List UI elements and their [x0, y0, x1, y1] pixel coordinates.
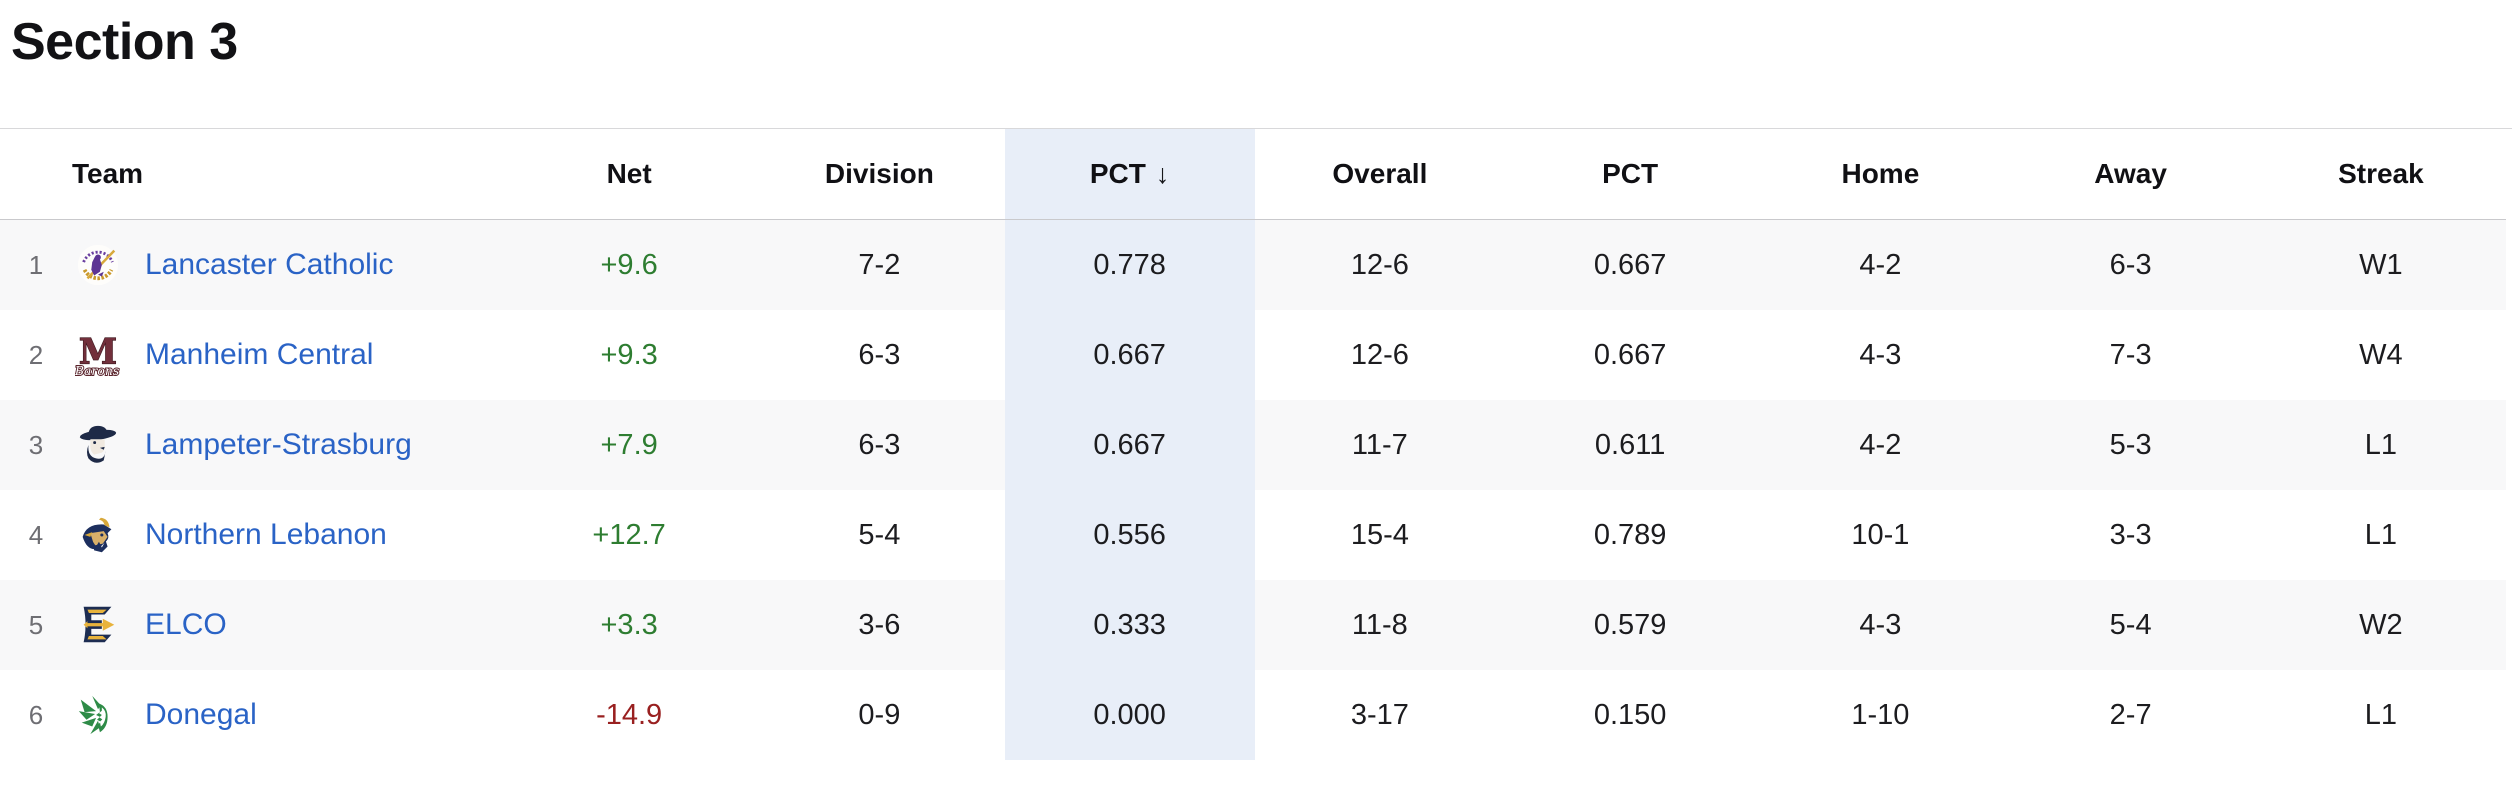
overall-pct: 0.579	[1593, 608, 1667, 641]
overall-record: 12-6	[1350, 338, 1409, 371]
column-header-streak[interactable]: Streak	[2338, 158, 2424, 189]
division-pct: 0.667	[1004, 400, 1255, 490]
lampeter-strasburg-logo	[75, 422, 121, 468]
home-record: 4-3	[1859, 608, 1902, 641]
division-record: 6-3	[858, 428, 901, 461]
away-record: 5-3	[2109, 428, 2152, 461]
column-header-net[interactable]: Net	[606, 158, 652, 189]
team-cell: 1 Lancaster Catholic	[0, 220, 504, 310]
team-link[interactable]: Donegal	[145, 698, 257, 731]
table-row: 6 Donegal -1	[0, 670, 2506, 760]
northern-lebanon-logo	[75, 512, 121, 558]
team-link[interactable]: Manheim Central	[145, 338, 374, 371]
home-record: 4-2	[1859, 428, 1902, 461]
donegal-logo	[75, 692, 121, 738]
away-record: 3-3	[2109, 518, 2152, 551]
net-value: +9.3	[600, 338, 658, 371]
home-record: 4-2	[1859, 248, 1902, 281]
overall-pct: 0.611	[1594, 428, 1666, 461]
table-row: 1 Lancaster Catholic +9.6 7-2 0.778	[0, 220, 2506, 310]
net-value: +7.9	[600, 428, 658, 461]
division-pct: 0.778	[1004, 220, 1255, 310]
home-record: 10-1	[1851, 518, 1910, 551]
overall-pct: 0.667	[1593, 248, 1667, 281]
division-record: 7-2	[858, 248, 901, 281]
rank-number: 3	[28, 429, 44, 460]
rank-number: 2	[28, 339, 44, 370]
streak-value: W4	[2359, 338, 2403, 371]
svg-text:M: M	[79, 333, 117, 373]
away-record: 6-3	[2109, 248, 2152, 281]
table-row: 4 Northern Lebanon +12.7 5-4 0.556 15-4	[0, 490, 2506, 580]
division-record: 3-6	[858, 608, 901, 641]
column-header-away[interactable]: Away	[2094, 158, 2167, 189]
overall-record: 15-4	[1350, 518, 1409, 551]
net-value: +12.7	[592, 518, 666, 551]
team-cell: 5 ELCO	[0, 580, 504, 670]
streak-value: L1	[2364, 518, 2397, 551]
column-header-overall-pct[interactable]: PCT	[1602, 158, 1659, 189]
table-row: 5 ELCO +3.3 3-6 0.333 11-8 0.579	[0, 580, 2506, 670]
overall-pct: 0.150	[1593, 698, 1667, 731]
svg-text:Barons: Barons	[75, 363, 119, 378]
rank-number: 5	[28, 609, 44, 640]
overall-record: 3-17	[1350, 698, 1409, 731]
home-record: 1-10	[1851, 698, 1910, 731]
overall-record: 12-6	[1350, 248, 1409, 281]
team-link[interactable]: Lampeter-Strasburg	[145, 428, 412, 461]
column-header-pct-label: PCT	[1089, 158, 1146, 189]
streak-value: L1	[2364, 698, 2397, 731]
net-value: +3.3	[600, 608, 658, 641]
manheim-central-logo: M Barons	[75, 332, 121, 378]
sort-descending-arrow-icon: ↓	[1155, 158, 1170, 189]
division-record: 5-4	[858, 518, 901, 551]
column-header-home[interactable]: Home	[1841, 158, 1920, 189]
division-record: 6-3	[858, 338, 901, 371]
team-link[interactable]: Lancaster Catholic	[145, 248, 394, 281]
division-pct: 0.000	[1004, 670, 1255, 760]
elco-logo	[75, 602, 121, 648]
table-header-row: Team Net Division PCT ↓ Overall PCT Home…	[0, 129, 2506, 220]
division-pct: 0.667	[1004, 310, 1255, 400]
away-record: 7-3	[2109, 338, 2152, 371]
page-title: Section 3	[11, 13, 238, 71]
overall-pct: 0.667	[1593, 338, 1667, 371]
rank-number: 1	[28, 249, 44, 280]
table-row: 2 M Barons Manheim Central +9.3 6-3 0.66…	[0, 310, 2506, 400]
net-value: -14.9	[596, 698, 663, 731]
away-record: 2-7	[2109, 698, 2152, 731]
home-record: 4-3	[1859, 338, 1902, 371]
streak-value: W2	[2359, 608, 2403, 641]
column-header-division[interactable]: Division	[824, 158, 934, 189]
column-header-overall[interactable]: Overall	[1332, 158, 1428, 189]
away-record: 5-4	[2109, 608, 2152, 641]
overall-record: 11-7	[1351, 428, 1408, 461]
standings-table: Team Net Division PCT ↓ Overall PCT Home…	[0, 128, 2512, 760]
team-cell: 2 M Barons Manheim Central	[0, 310, 504, 400]
team-cell: 4 Northern Lebanon	[0, 490, 504, 580]
team-cell: 3 Lampeter-Strasburg	[0, 400, 504, 490]
lancaster-catholic-logo	[75, 242, 121, 288]
division-record: 0-9	[858, 698, 901, 731]
team-cell: 6 Donegal	[0, 670, 504, 760]
column-header-team[interactable]: Team	[72, 158, 144, 189]
rank-number: 6	[28, 699, 44, 730]
streak-value: W1	[2359, 248, 2403, 281]
overall-pct: 0.789	[1593, 518, 1667, 551]
column-header-pct-sorted[interactable]: PCT ↓	[1004, 129, 1255, 219]
team-link[interactable]: Northern Lebanon	[145, 518, 387, 551]
rank-number: 4	[28, 519, 44, 550]
table-row: 3 Lampeter-Strasburg +7.9 6-3 0.667 11-7	[0, 400, 2506, 490]
team-link[interactable]: ELCO	[145, 608, 227, 641]
division-pct: 0.333	[1004, 580, 1255, 670]
division-pct: 0.556	[1004, 490, 1255, 580]
overall-record: 11-8	[1351, 608, 1408, 641]
net-value: +9.6	[600, 248, 658, 281]
streak-value: L1	[2364, 428, 2397, 461]
